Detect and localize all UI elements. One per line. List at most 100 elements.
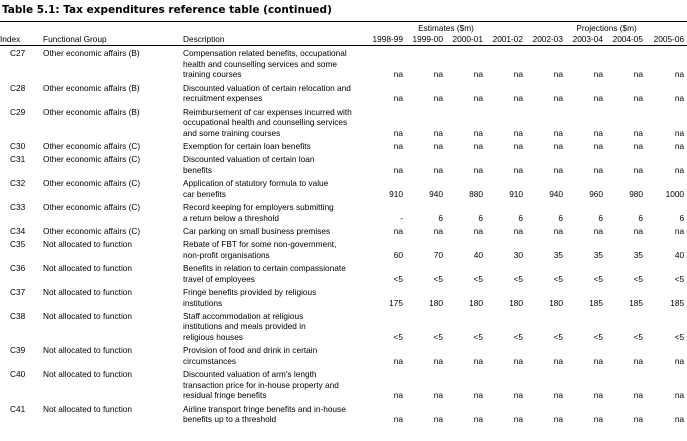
table-row: C27 Other economic affairs (B) Compensatio… bbox=[0, 46, 687, 83]
description-cell: Staff accommodation at religious institut… bbox=[183, 311, 366, 345]
table-body: C27 Other economic affairs (B) Compensatio… bbox=[0, 46, 687, 428]
value-cell: na bbox=[593, 390, 604, 401]
value-cell: <5 bbox=[393, 273, 403, 284]
table-row: C33 Other economic affairs (C) Record keep… bbox=[0, 202, 687, 226]
index-cell: C39 bbox=[10, 345, 26, 356]
value-cell: na bbox=[473, 225, 483, 236]
value-cell: na bbox=[513, 390, 524, 401]
value-cell: na bbox=[593, 93, 604, 104]
value-cell: na bbox=[393, 141, 403, 151]
group-cell: Not allocated to function bbox=[43, 369, 133, 380]
index-cell: C29 bbox=[10, 106, 26, 117]
description-cell: Discounted valuation of arm's length tran… bbox=[183, 369, 366, 403]
value-cell: na bbox=[674, 69, 685, 80]
table-row: C38 Not allocated to function Staff accomm… bbox=[0, 311, 687, 345]
value-cell: na bbox=[674, 164, 685, 175]
description-line: Staff accommodation at religious bbox=[183, 310, 304, 321]
value-cell: 175 bbox=[389, 297, 403, 308]
value-cell: <5 bbox=[553, 332, 564, 342]
value-cell: na bbox=[633, 390, 644, 401]
description-line: Fringe benefits provided by religious bbox=[183, 286, 317, 297]
value-cell: na bbox=[473, 127, 483, 138]
value-cell: na bbox=[393, 225, 403, 236]
value-cell: 35 bbox=[593, 249, 604, 260]
description-line: circumstances bbox=[183, 355, 237, 366]
value-cell: 180 bbox=[509, 297, 524, 308]
description-line: Benefits in relation to certain compassi… bbox=[183, 263, 346, 274]
group-cell: Not allocated to function bbox=[43, 263, 133, 274]
description-line: Discounted valuation of certain loan bbox=[183, 154, 315, 165]
group-cell: Other economic affairs (B) bbox=[43, 82, 140, 93]
group-cell: Other economic affairs (C) bbox=[43, 202, 141, 213]
table-title: Table 5.1: Tax expenditures reference ta… bbox=[2, 4, 332, 16]
group-cell: Not allocated to function bbox=[43, 239, 133, 250]
table-row: C36 Not allocated to function Benefits in … bbox=[0, 263, 687, 287]
table-row: C29 Other economic affairs (B) Reimburseme… bbox=[0, 107, 687, 141]
value-cell: <5 bbox=[633, 332, 644, 342]
description-line: non-profit organisations bbox=[183, 249, 270, 260]
value-cell: na bbox=[513, 69, 524, 80]
value-cell: na bbox=[674, 390, 685, 401]
value-cell: na bbox=[553, 141, 564, 151]
value-cell: na bbox=[393, 390, 403, 401]
description-line: Record keeping for employers submitting bbox=[183, 202, 334, 213]
description-line: car benefits bbox=[183, 188, 226, 199]
description-line: transaction price for in-house property … bbox=[183, 379, 339, 390]
index-cell: C35 bbox=[10, 239, 26, 250]
description-line: institutions and meals provided in bbox=[183, 321, 306, 332]
group-cell: Other economic affairs (B) bbox=[43, 48, 140, 59]
value-cell: 35 bbox=[553, 249, 564, 260]
value-cell: na bbox=[513, 355, 524, 366]
table-row: C30 Other economic affairs (C) Exemption f… bbox=[0, 141, 687, 154]
index-cell: C31 bbox=[10, 154, 26, 165]
value-cell: na bbox=[553, 69, 564, 80]
description-line: and some training courses bbox=[183, 127, 281, 138]
value-cell: 40 bbox=[674, 249, 685, 260]
value-cell: na bbox=[553, 225, 564, 236]
group-cell: Not allocated to function bbox=[43, 310, 133, 321]
value-cell: 6 bbox=[598, 212, 604, 223]
column-header: Functional Group bbox=[43, 33, 183, 47]
value-cell: na bbox=[473, 390, 483, 401]
value-cell: 6 bbox=[558, 212, 564, 223]
value-cell: na bbox=[633, 69, 644, 80]
description-line: a return below a threshold bbox=[183, 212, 279, 223]
value-cell: na bbox=[633, 225, 644, 236]
group-cell: Not allocated to function bbox=[43, 403, 133, 414]
value-cell: na bbox=[674, 355, 685, 366]
column-header: 1999-00 bbox=[406, 33, 446, 47]
value-cell: 60 bbox=[393, 249, 403, 260]
description-cell: Rebate of FBT for some non-government, no… bbox=[183, 239, 366, 263]
value-cell: na bbox=[633, 141, 644, 151]
value-cell: 185 bbox=[670, 297, 685, 308]
value-cell: na bbox=[553, 127, 564, 138]
value-cell: na bbox=[433, 141, 443, 151]
value-cell: na bbox=[393, 93, 403, 104]
description-line: occupational health and counselling serv… bbox=[183, 117, 348, 128]
value-cell: na bbox=[674, 414, 685, 425]
index-cell: C34 bbox=[10, 225, 26, 236]
value-cell: na bbox=[433, 164, 443, 175]
description-line: Exemption for certain loan benefits bbox=[183, 141, 311, 151]
value-cell: <5 bbox=[593, 332, 604, 342]
value-cell: 180 bbox=[469, 297, 483, 308]
value-cell: 6 bbox=[478, 212, 483, 223]
value-cell: 185 bbox=[629, 297, 644, 308]
description-line: recruitment expenses bbox=[183, 93, 263, 104]
group-cell: Not allocated to function bbox=[43, 345, 133, 356]
value-cell: na bbox=[473, 355, 483, 366]
description-cell: Fringe benefits provided by religious ins… bbox=[183, 287, 366, 311]
value-cell: <5 bbox=[393, 332, 403, 342]
value-cell: na bbox=[633, 164, 644, 175]
description-line: Rebate of FBT for some non-government, bbox=[183, 239, 337, 250]
description-cell: Discounted valuation of certain loan bene… bbox=[183, 154, 366, 178]
value-cell: na bbox=[473, 141, 483, 151]
value-cell: na bbox=[674, 141, 685, 151]
value-cell: 960 bbox=[589, 188, 604, 199]
description-line: Discounted valuation of arm's length bbox=[183, 369, 317, 380]
index-cell: C40 bbox=[10, 369, 26, 380]
description-cell: Reimbursement of car expenses incurred w… bbox=[183, 107, 366, 141]
description-line: institutions bbox=[183, 297, 223, 308]
value-cell: 910 bbox=[509, 188, 524, 199]
value-cell: na bbox=[433, 225, 443, 236]
